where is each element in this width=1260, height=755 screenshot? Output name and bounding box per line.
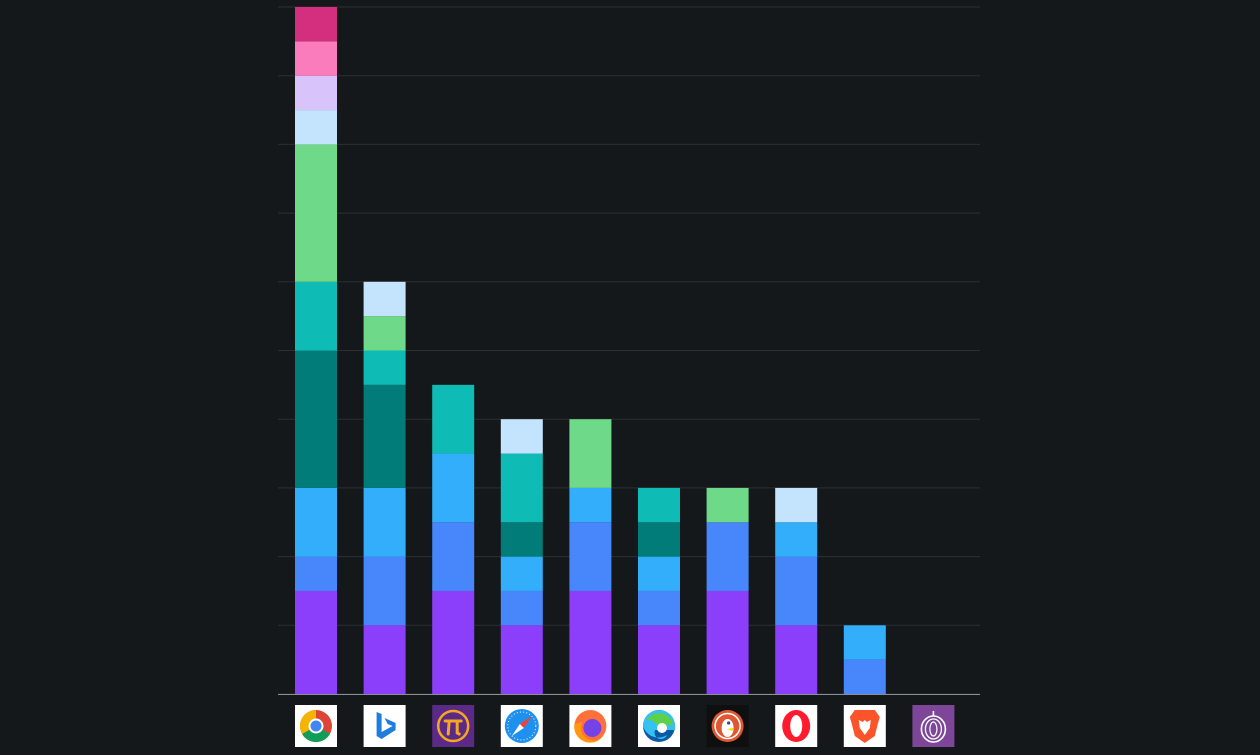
bar-brave-segment-2 [843, 625, 886, 660]
bar-firefox-segment-5 [569, 419, 612, 488]
firefox-icon [569, 705, 612, 747]
bar-pi-browser-segment-0 [432, 590, 475, 694]
bar-chrome-segment-9 [295, 7, 337, 42]
category-icons [295, 705, 955, 747]
bar-duckduckgo-segment-5 [706, 487, 749, 523]
duckduckgo-icon [706, 705, 749, 747]
bar-safari-segment-2 [500, 556, 543, 591]
bar-opera-segment-0 [775, 625, 818, 694]
bar-bing-segment-0 [363, 625, 406, 694]
bar-edge-segment-3 [638, 522, 680, 557]
bar-edge-segment-0 [638, 625, 680, 694]
pi-browser-icon [432, 705, 475, 747]
bar-chrome-segment-0 [295, 590, 337, 694]
safari-icon [500, 705, 543, 747]
bar-safari-segment-1 [500, 590, 543, 626]
bar-chrome-segment-8 [295, 41, 337, 76]
bar-pi-browser-segment-2 [432, 453, 475, 523]
bar-firefox-segment-1 [569, 522, 612, 591]
bar-brave-segment-1 [843, 659, 886, 694]
bar-edge-segment-4 [638, 487, 680, 523]
bar-safari-segment-6 [500, 419, 543, 454]
bar-chrome-segment-6 [295, 110, 337, 145]
bar-edge-segment-1 [638, 590, 680, 626]
bar-chrome-segment-1 [295, 556, 337, 591]
bar-safari-segment-3 [500, 522, 543, 557]
bar-chrome-segment-4 [295, 281, 337, 351]
tor-icon [912, 705, 955, 747]
bar-bing-segment-3 [363, 384, 406, 488]
bing-icon [363, 705, 406, 747]
bar-chrome-segment-2 [295, 487, 337, 557]
bar-safari-segment-4 [500, 453, 543, 523]
brave-icon [843, 705, 886, 747]
bar-edge-segment-2 [638, 556, 680, 591]
bar-bing-segment-1 [363, 556, 406, 626]
opera-icon [775, 705, 818, 747]
bar-opera-segment-2 [775, 522, 818, 557]
bar-bing-segment-6 [363, 281, 406, 317]
bar-opera-segment-1 [775, 556, 818, 626]
chrome-icon [295, 705, 337, 747]
edge-icon [638, 705, 680, 747]
bar-bing-segment-4 [363, 350, 406, 385]
bar-firefox-segment-2 [569, 487, 612, 523]
bar-duckduckgo-segment-1 [706, 522, 749, 591]
bar-bing-segment-2 [363, 487, 406, 557]
bar-firefox-segment-0 [569, 590, 612, 694]
bar-opera-segment-6 [775, 487, 818, 523]
bar-chrome-segment-7 [295, 75, 337, 111]
bar-duckduckgo-segment-0 [706, 590, 749, 694]
bars-layer [295, 7, 886, 694]
bar-bing-segment-5 [363, 316, 406, 351]
bar-chrome-segment-3 [295, 350, 337, 488]
bar-pi-browser-segment-1 [432, 522, 475, 591]
bar-chrome-segment-5 [295, 144, 337, 282]
bar-safari-segment-0 [500, 625, 543, 694]
bar-pi-browser-segment-4 [432, 384, 475, 454]
